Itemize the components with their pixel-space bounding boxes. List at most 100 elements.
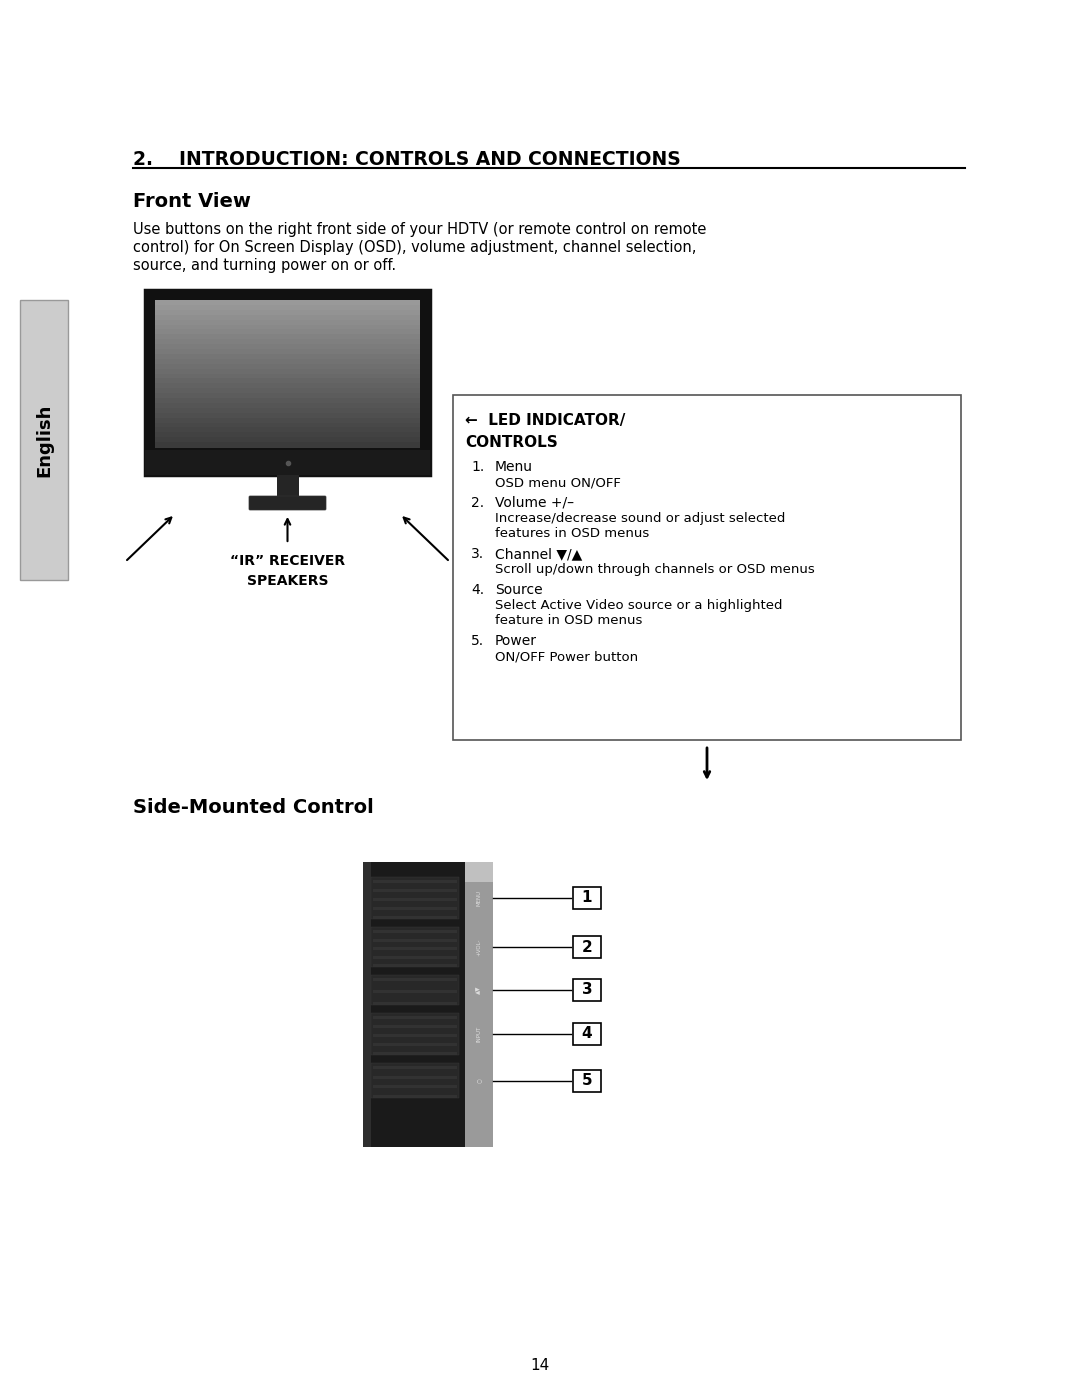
Bar	[453, 395, 961, 740]
Text: Front View: Front View	[133, 191, 251, 211]
FancyBboxPatch shape	[145, 291, 430, 475]
FancyBboxPatch shape	[249, 496, 326, 510]
Bar	[156, 334, 420, 339]
Bar	[276, 475, 298, 497]
Bar	[156, 353, 420, 359]
Text: ←  LED INDICATOR/: ← LED INDICATOR/	[465, 414, 625, 427]
Bar	[373, 907, 457, 909]
Text: Volume +/–: Volume +/–	[495, 496, 573, 510]
Text: Select Active Video source or a highlighted: Select Active Video source or a highligh…	[495, 599, 783, 612]
Text: 1: 1	[582, 890, 592, 905]
Bar	[372, 975, 459, 1004]
Text: CONTROLS: CONTROLS	[465, 434, 557, 450]
Bar	[156, 388, 420, 394]
Text: English: English	[35, 404, 53, 476]
Bar	[156, 437, 420, 443]
Text: Channel ▼/▲: Channel ▼/▲	[495, 548, 582, 562]
Text: OSD menu ON/OFF: OSD menu ON/OFF	[495, 476, 621, 489]
Text: 5.: 5.	[471, 634, 484, 648]
Bar	[373, 964, 457, 967]
Bar	[573, 1070, 600, 1091]
Bar	[156, 320, 420, 326]
Bar	[156, 314, 420, 320]
Bar	[373, 956, 457, 958]
Bar	[573, 887, 600, 909]
Bar	[372, 928, 459, 967]
Bar	[156, 402, 420, 408]
Text: 14: 14	[530, 1358, 550, 1373]
Text: Increase/decrease sound or adjust selected: Increase/decrease sound or adjust select…	[495, 511, 785, 525]
Bar	[156, 379, 420, 384]
Bar	[363, 862, 372, 1147]
Text: ON/OFF Power button: ON/OFF Power button	[495, 650, 638, 664]
Text: 4: 4	[582, 1027, 592, 1042]
Text: ▲▼: ▲▼	[476, 986, 482, 995]
Bar	[373, 1085, 457, 1088]
Text: 3.: 3.	[471, 548, 484, 562]
Text: 5: 5	[582, 1073, 592, 1088]
Bar	[145, 450, 430, 475]
Text: 2.: 2.	[471, 496, 484, 510]
Bar	[156, 300, 420, 306]
Bar	[156, 412, 420, 418]
Bar	[573, 936, 600, 958]
Text: features in OSD menus: features in OSD menus	[495, 527, 649, 541]
Bar	[373, 898, 457, 901]
Bar	[373, 990, 457, 993]
Bar	[156, 408, 420, 414]
Bar	[363, 862, 492, 1147]
Bar	[373, 930, 457, 933]
Bar	[21, 300, 68, 580]
Text: 4.: 4.	[471, 583, 484, 597]
Text: Side-Mounted Control: Side-Mounted Control	[133, 798, 374, 817]
Bar	[373, 880, 457, 883]
Bar	[373, 1076, 457, 1078]
Bar	[373, 1034, 457, 1037]
Bar	[373, 1052, 457, 1055]
Bar	[156, 349, 420, 355]
Text: SPEAKERS: SPEAKERS	[246, 574, 328, 588]
Bar	[373, 1044, 457, 1046]
Text: 3: 3	[582, 982, 592, 997]
Bar	[373, 939, 457, 942]
Bar	[156, 305, 420, 310]
Bar	[156, 330, 420, 335]
Text: INPUT: INPUT	[476, 1025, 482, 1042]
Text: 2: 2	[582, 940, 592, 954]
Bar	[156, 363, 420, 369]
Bar	[156, 339, 420, 345]
Bar	[373, 916, 457, 919]
Bar	[156, 383, 420, 388]
Bar	[465, 862, 492, 1147]
Bar	[373, 947, 457, 950]
Bar	[373, 888, 457, 893]
Bar	[156, 422, 420, 427]
Bar	[373, 1002, 457, 1004]
Text: Source: Source	[495, 583, 542, 597]
Bar	[156, 369, 420, 374]
Text: MENU: MENU	[476, 890, 482, 907]
Text: “IR” RECEIVER: “IR” RECEIVER	[230, 555, 346, 569]
Bar	[573, 1023, 600, 1045]
Bar	[156, 398, 420, 404]
Bar	[373, 1016, 457, 1018]
Bar	[372, 877, 459, 919]
Bar	[156, 373, 420, 379]
Bar	[373, 1066, 457, 1069]
Text: ○: ○	[476, 1078, 482, 1083]
Text: 1.: 1.	[471, 460, 484, 474]
Bar	[156, 432, 420, 437]
Text: 2.    INTRODUCTION: CONTROLS AND CONNECTIONS: 2. INTRODUCTION: CONTROLS AND CONNECTION…	[133, 149, 680, 169]
Bar	[156, 324, 420, 330]
Text: feature in OSD menus: feature in OSD menus	[495, 615, 643, 627]
Bar	[156, 344, 420, 349]
Bar	[373, 978, 457, 981]
Text: Scroll up/down through channels or OSD menus: Scroll up/down through channels or OSD m…	[495, 563, 814, 576]
Text: Use buttons on the right front side of your HDTV (or remote control on remote: Use buttons on the right front side of y…	[133, 222, 706, 237]
Bar	[156, 310, 420, 316]
Bar	[372, 1063, 459, 1098]
Bar	[373, 1095, 457, 1098]
Bar	[156, 393, 420, 398]
Bar	[156, 418, 420, 423]
Bar	[465, 862, 492, 882]
